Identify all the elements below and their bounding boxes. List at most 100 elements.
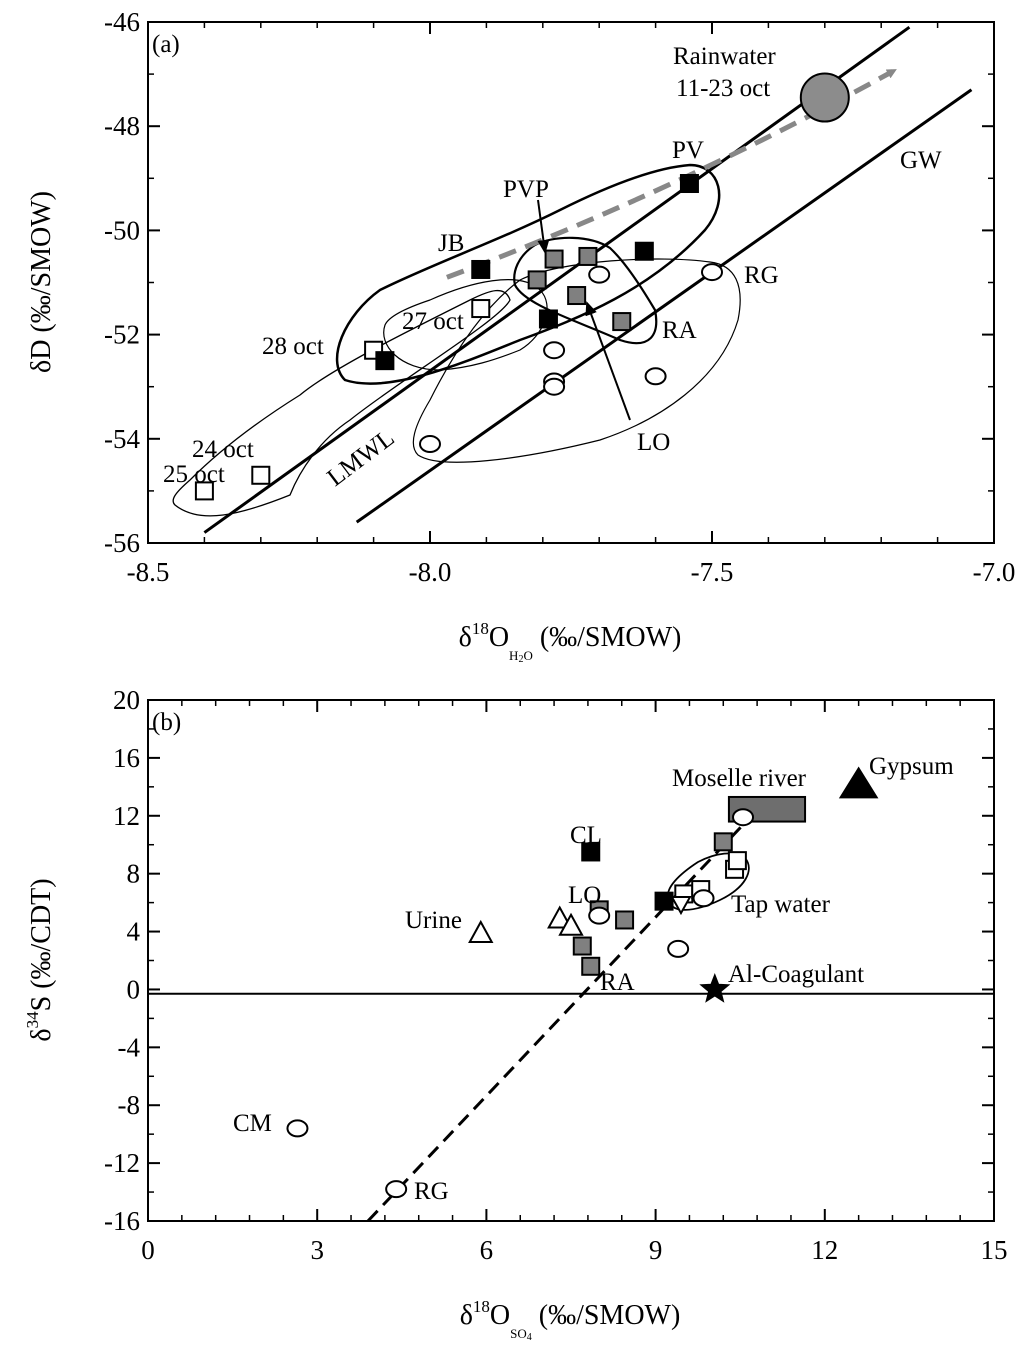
group-label-28oct: 28 oct bbox=[262, 333, 324, 360]
group-label-rg-b: RG bbox=[414, 1178, 449, 1205]
group-label-ra-b: RA bbox=[600, 969, 635, 996]
open-circle-point bbox=[588, 265, 611, 284]
group-label-cm: CM bbox=[233, 1110, 272, 1137]
data-marks-b bbox=[286, 766, 879, 1199]
grey-square-point bbox=[567, 286, 587, 306]
plot-frame-a bbox=[147, 21, 995, 544]
group-label-lo: LO bbox=[637, 429, 670, 456]
grey-square-point bbox=[544, 249, 564, 269]
y-axis-title-a: δD (‰/SMOW) bbox=[26, 191, 57, 373]
x-axis-title-a: δ18OH2O (‰/SMOW) bbox=[459, 619, 682, 665]
panel-label-a: (a) bbox=[152, 31, 180, 58]
grey-square-point bbox=[615, 910, 635, 930]
y-tick-label: -52 bbox=[104, 320, 140, 350]
group-label-gypsum: Gypsum bbox=[869, 753, 954, 780]
tick-labels-a: -8.5 -8.0 -7.5 -7.0 -56 -54 -52 -50 -48 -46 bbox=[104, 7, 1015, 587]
data-marks-a bbox=[194, 72, 850, 501]
open-circle-point bbox=[419, 435, 441, 454]
reference-lines-a bbox=[203, 25, 973, 534]
group-label-urine: Urine bbox=[405, 907, 462, 934]
axis-ticks-a bbox=[147, 21, 995, 544]
open-circle-point bbox=[732, 808, 755, 827]
star-point bbox=[699, 973, 731, 1003]
panel-a: -8.5 -8.0 -7.5 -7.0 -56 -54 -52 -50 -48 -46 (a) R… bbox=[26, 7, 1015, 665]
open-square-point bbox=[194, 481, 214, 501]
open-triangle-point bbox=[468, 919, 494, 944]
regression-line-gw bbox=[355, 88, 973, 524]
dashed-trend-line bbox=[366, 811, 756, 1223]
panel-label-b: (b) bbox=[152, 709, 181, 736]
group-label-24oct: 24 oct bbox=[192, 436, 254, 463]
regression-line-lmwl bbox=[203, 25, 911, 534]
big-grey-circle-point bbox=[799, 72, 850, 123]
y-tick-label: -4 bbox=[118, 1032, 141, 1062]
open-triangle-point bbox=[558, 912, 584, 936]
x-axis-title-b: δ18OSO4 (‰/SMOW) bbox=[460, 1297, 681, 1343]
y-tick-label: -48 bbox=[104, 111, 140, 141]
y-tick-label: 12 bbox=[113, 801, 140, 831]
group-label-tap-water: Tap water bbox=[731, 891, 831, 918]
filled-triangle-point bbox=[838, 766, 879, 799]
group-label-jb: JB bbox=[438, 230, 464, 257]
rainwater-label: Rainwater bbox=[673, 43, 776, 70]
grey-square-point bbox=[581, 956, 601, 976]
x-tick-label: 6 bbox=[480, 1235, 494, 1265]
reference-lines-b bbox=[148, 795, 994, 1223]
group-label-25oct: 25 oct bbox=[163, 461, 225, 488]
y-tick-label: -50 bbox=[104, 215, 140, 245]
grey-square-point bbox=[713, 832, 733, 852]
tick-labels-b: 0 3 6 9 12 15 -16 -12 -8 -4 0 4 8 12 16 20 bbox=[104, 685, 1008, 1265]
line-label-lmwl: LMWL bbox=[322, 424, 399, 492]
filled-square-point bbox=[375, 351, 395, 371]
filled-square-point bbox=[538, 309, 558, 329]
y-tick-label: -56 bbox=[104, 528, 140, 558]
open-square-point bbox=[727, 851, 747, 871]
x-tick-label: -8.0 bbox=[409, 557, 452, 587]
axis-ticks-b bbox=[147, 699, 995, 1222]
group-outlines-a bbox=[172, 163, 741, 517]
group-label-27oct: 27 oct bbox=[402, 308, 464, 335]
x-tick-label: 0 bbox=[141, 1235, 155, 1265]
open-circle-point bbox=[644, 367, 667, 386]
y-tick-label: 8 bbox=[127, 859, 141, 889]
filled-square-point bbox=[654, 891, 674, 911]
y-tick-label: 4 bbox=[127, 917, 141, 947]
group-label-moselle: Moselle river bbox=[672, 765, 807, 792]
triangle-down-open-point bbox=[670, 896, 692, 916]
line-label-gw: GW bbox=[900, 147, 942, 174]
open-square-point bbox=[251, 465, 271, 485]
y-tick-label: -16 bbox=[104, 1206, 140, 1236]
group-label-ra: RA bbox=[662, 317, 697, 344]
y-tick-label: -46 bbox=[104, 7, 140, 37]
grey-square-point bbox=[612, 312, 632, 332]
y-tick-label: 20 bbox=[113, 685, 140, 715]
x-tick-label: -7.5 bbox=[691, 557, 734, 587]
x-tick-label: -8.5 bbox=[127, 557, 170, 587]
open-circle-point bbox=[588, 906, 611, 925]
y-tick-label: 0 bbox=[127, 974, 141, 1004]
grey-square-point bbox=[578, 246, 598, 266]
filled-square-point bbox=[581, 842, 601, 862]
grey-square-point bbox=[527, 270, 547, 290]
group-label-pv: PV bbox=[672, 137, 704, 164]
lo-pointer bbox=[585, 301, 631, 421]
x-tick-label: 12 bbox=[811, 1235, 838, 1265]
y-tick-label: -12 bbox=[104, 1148, 140, 1178]
grey-square-point bbox=[572, 936, 592, 956]
open-circle-point bbox=[543, 341, 566, 360]
group-label-al-coagulant: Al-Coagulant bbox=[728, 961, 864, 988]
rain-dates-label: 11-23 oct bbox=[676, 75, 770, 102]
group-label-rg: RG bbox=[744, 262, 779, 289]
x-tick-label: 3 bbox=[310, 1235, 324, 1265]
x-tick-label: 15 bbox=[981, 1235, 1008, 1265]
open-circle-point bbox=[701, 263, 723, 282]
group-label-cl: CL bbox=[570, 822, 602, 849]
open-circle-point bbox=[692, 889, 715, 908]
open-circle-point bbox=[286, 1119, 309, 1138]
y-tick-label: 16 bbox=[113, 743, 140, 773]
open-triangle-point bbox=[547, 905, 573, 929]
open-square-point bbox=[471, 299, 491, 319]
group-label-pvp: PVP bbox=[503, 176, 549, 203]
filled-square-point bbox=[634, 241, 654, 261]
